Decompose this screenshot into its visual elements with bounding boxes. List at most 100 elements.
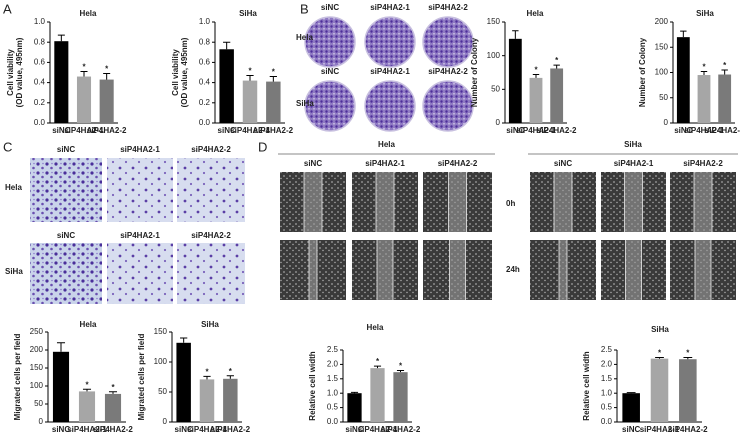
y-tick-label: 50 — [158, 387, 167, 396]
error-bar — [396, 369, 405, 373]
colony-plate — [304, 80, 356, 132]
y-tick-label: 100 — [655, 68, 669, 77]
y-tick-label: 150 — [655, 42, 669, 51]
significance-mark: * — [105, 65, 109, 74]
x-tick-label: siNC — [52, 126, 70, 135]
error-bar — [350, 391, 359, 394]
wound-gap — [554, 172, 572, 232]
bar — [223, 378, 238, 422]
column-label: siNC — [321, 67, 339, 76]
column-label: siP4HA2-1 — [120, 145, 160, 154]
x-tick-label: siNC — [218, 126, 236, 135]
bar — [622, 393, 640, 422]
group-label: SiHa — [624, 140, 642, 149]
y-tick-label: 1.5 — [327, 374, 339, 383]
x-tick-label: siP4HA2-2 — [93, 425, 133, 434]
group-label: Hela — [378, 140, 395, 149]
x-tick-label: siP4HA2-2 — [537, 126, 577, 135]
error-bar — [700, 70, 708, 76]
x-tick-label: siP4HA2-1 — [230, 126, 270, 135]
significance-mark: * — [702, 63, 706, 72]
colony-plate — [364, 80, 416, 132]
row-label: 0h — [506, 199, 515, 208]
column-label: siP4HA2-1 — [614, 159, 654, 168]
y-tick-label: 2.5 — [327, 345, 339, 354]
transwell-image — [177, 158, 245, 222]
significance-mark: * — [723, 61, 727, 70]
y-tick-label: 0.8 — [199, 37, 211, 46]
error-bar — [512, 30, 519, 39]
column-label: siP4HA2-2 — [428, 67, 468, 76]
column-label: siNC — [57, 231, 75, 240]
transwell-image — [107, 243, 173, 304]
row-label: 24h — [506, 265, 520, 274]
x-tick-label: siNC — [674, 126, 692, 135]
bar — [266, 81, 281, 123]
error-bar — [82, 388, 92, 392]
bar — [650, 358, 669, 422]
y-axis-label: (OD value, 495nm) — [180, 37, 189, 107]
bar — [76, 76, 92, 123]
significance-mark: * — [658, 349, 662, 358]
y-tick-label: 150 — [154, 327, 168, 336]
x-tick-label: siP4HA2-1 — [67, 425, 107, 434]
significance-mark: * — [205, 368, 209, 377]
y-axis-label: Migrated cells per field — [13, 334, 22, 421]
y-tick-label: 50 — [659, 93, 668, 102]
error-bar — [680, 30, 687, 38]
column-label: siNC — [554, 159, 572, 168]
wound-gap — [376, 172, 394, 232]
column-label: siP4HA2-2 — [428, 3, 468, 12]
error-bar — [553, 64, 560, 69]
y-tick-label: 0.8 — [34, 37, 46, 46]
x-tick-label: siNC — [175, 425, 193, 434]
chart-title: Hela — [527, 9, 544, 18]
error-bar — [269, 76, 277, 82]
column-label: siP4HA2-2 — [683, 159, 723, 168]
bar — [508, 38, 522, 124]
image-panels — [30, 16, 738, 304]
y-tick-label: 0.4 — [34, 78, 46, 87]
y-tick-label: 0.5 — [601, 403, 613, 412]
bar — [78, 391, 96, 422]
chart-title: SiHa — [696, 9, 714, 18]
x-tick-label: siNC — [622, 425, 640, 434]
y-tick-label: 1.5 — [601, 374, 613, 383]
chart-title: SiHa — [201, 320, 219, 329]
significance-mark: * — [229, 367, 233, 376]
x-tick-label: siP4HA2-2 — [211, 425, 251, 434]
bar — [370, 368, 385, 422]
chart-title: SiHa — [239, 9, 257, 18]
significance-mark: * — [399, 362, 403, 371]
y-tick-label: 200 — [30, 345, 44, 354]
colony-plate — [422, 16, 474, 68]
y-tick-label: 150 — [487, 17, 501, 26]
column-label: siP4HA2-2 — [191, 145, 231, 154]
x-tick-label: siP4HA2-2 — [381, 425, 421, 434]
column-label: siP4HA2-2 — [191, 231, 231, 240]
y-tick-label: 0.0 — [199, 118, 211, 127]
panel-letter: D — [258, 139, 267, 154]
significance-mark: * — [534, 66, 538, 75]
y-axis-label: (OD value, 495nm) — [15, 37, 24, 107]
significance-mark: * — [555, 56, 559, 65]
panel-letter: B — [300, 1, 309, 16]
significance-mark: * — [248, 67, 252, 76]
y-tick-label: 1.0 — [34, 17, 46, 26]
y-tick-label: 50 — [491, 84, 500, 93]
bar — [104, 393, 122, 422]
y-tick-label: 0 — [664, 118, 669, 127]
column-label: siNC — [57, 145, 75, 154]
error-bar — [532, 74, 540, 78]
colony-plate — [364, 16, 416, 68]
wound-gap — [625, 240, 642, 300]
significance-mark: * — [82, 63, 86, 72]
significance-mark: * — [272, 68, 276, 77]
significance-mark: * — [376, 357, 380, 366]
x-tick-label: siP4HA2-2 — [87, 126, 127, 135]
column-label: siP4HA2-2 — [438, 159, 478, 168]
bar — [347, 393, 362, 422]
wound-gap — [304, 172, 322, 232]
